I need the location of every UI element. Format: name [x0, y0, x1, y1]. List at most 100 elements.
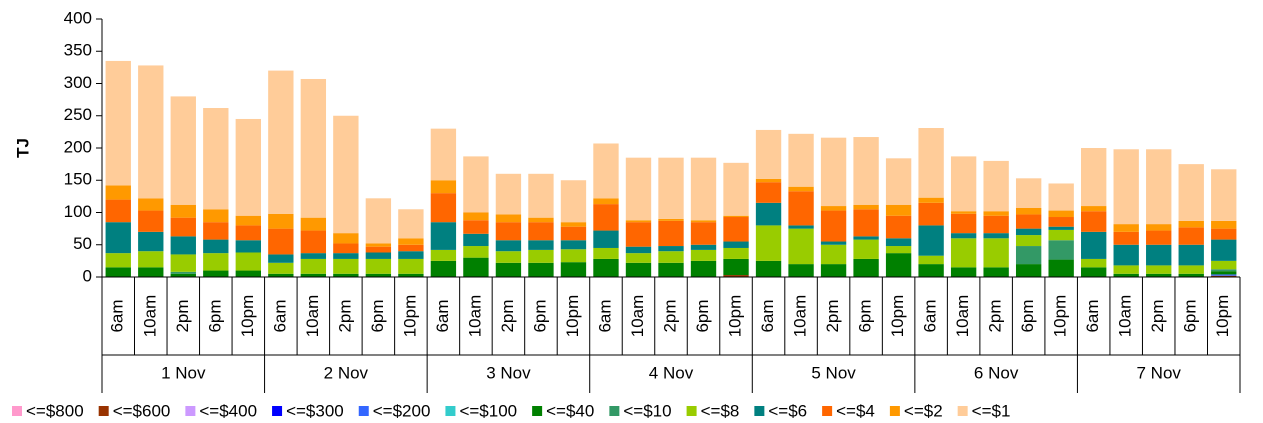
bar-segment [138, 198, 164, 211]
y-tick-label: 350 [64, 41, 92, 60]
bar-segment [365, 273, 392, 277]
group-label: 3 Nov [486, 363, 531, 382]
bar-segment [1081, 258, 1107, 268]
bar-segment [203, 239, 229, 254]
x-tick-label: 2pm [660, 299, 679, 332]
bar-segment [398, 273, 424, 277]
bar-segment [463, 212, 489, 221]
bar-segment [690, 157, 717, 221]
bar-segment [1015, 178, 1042, 208]
bar-segment [1146, 273, 1172, 277]
bar-segment [268, 228, 294, 255]
bar-segment [1178, 164, 1204, 221]
bar-segment [300, 78, 327, 218]
bar-segment [1178, 244, 1204, 266]
bar-segment [918, 197, 944, 203]
legend-label: <=$4 [836, 401, 875, 420]
bar-segment [1048, 217, 1074, 227]
bar-segment [625, 220, 652, 223]
bar-segment [203, 209, 229, 223]
bar-segment [463, 257, 489, 277]
bar-segment [430, 260, 457, 277]
legend-label: <=$600 [113, 401, 171, 420]
bar-segment [918, 264, 944, 277]
x-tick-label: 10pm [563, 295, 582, 338]
bar-segment [528, 217, 554, 223]
bar-segment [170, 204, 196, 218]
bar-segment [755, 225, 782, 261]
bar-segment [1048, 259, 1074, 277]
bar-segment [105, 222, 131, 254]
bar-segment [593, 247, 619, 259]
bar-segment [918, 128, 944, 198]
x-tick-label: 6pm [205, 299, 224, 332]
bar-segment [138, 210, 164, 232]
bar-segment [268, 254, 294, 263]
bar-segment [723, 275, 749, 277]
bar-segment [463, 246, 489, 258]
bar-segment [593, 258, 619, 277]
bar-segment [950, 267, 977, 277]
bar-segment [560, 226, 587, 241]
bar-segment [235, 225, 261, 241]
x-tick-label: 6am [270, 299, 289, 332]
x-tick-label: 10pm [726, 295, 745, 338]
x-tick-label: 2pm [498, 299, 517, 332]
x-tick-label: 2pm [986, 299, 1005, 332]
x-tick-label: 10am [140, 295, 159, 338]
bar-segment [1015, 207, 1042, 215]
bar-segment [918, 202, 944, 226]
bar-segment [430, 193, 457, 223]
bar-segment [690, 249, 717, 261]
bar-segment [1211, 220, 1237, 229]
bar-segment [495, 173, 522, 215]
group-label: 4 Nov [649, 363, 694, 382]
bar-segment [658, 262, 684, 277]
bar-segment [723, 247, 749, 259]
bar-segment [105, 267, 131, 277]
bar-segment [138, 231, 164, 252]
legend-label: <=$400 [199, 401, 257, 420]
bar-segment [1211, 260, 1237, 270]
legend-swatch [445, 406, 456, 416]
bar-segment [918, 225, 944, 256]
legend-swatch [98, 406, 109, 416]
bar-segment [1015, 235, 1042, 247]
bar-segment [398, 258, 424, 274]
y-tick-label: 50 [73, 234, 92, 253]
x-tick-label: 2pm [335, 299, 354, 332]
bar-segment [625, 262, 652, 277]
x-tick-label: 6am [108, 299, 127, 332]
bar-segment [235, 118, 261, 216]
bar-segment [1113, 273, 1139, 277]
bar-segment [950, 238, 977, 268]
bar-segment [170, 217, 196, 237]
bar-segment [788, 225, 814, 229]
bar-segment [333, 243, 359, 254]
bar-segment [755, 182, 782, 203]
bar-segment [755, 129, 782, 179]
legend-swatch [12, 406, 22, 416]
bar-segment [398, 251, 424, 259]
bar-segment [1178, 265, 1204, 274]
bar-segment [1178, 227, 1204, 245]
bar-segment [300, 273, 327, 277]
x-tick-label: 10pm [1051, 295, 1070, 338]
bar-segment [268, 70, 294, 214]
legend-label: <=$1 [972, 401, 1011, 420]
bar-segment [1211, 275, 1237, 277]
bar-segment [1113, 149, 1139, 225]
bar-segment [398, 238, 424, 245]
bar-segment [398, 209, 424, 239]
bar-segment [1146, 230, 1172, 245]
bar-segment [105, 199, 131, 223]
x-tick-label: 2pm [823, 299, 842, 332]
group-label: 7 Nov [1137, 363, 1182, 382]
bar-segment [235, 215, 261, 226]
bar-segment [1015, 246, 1042, 265]
bar-segment [983, 267, 1009, 277]
bar-segment [203, 270, 229, 277]
x-tick-label: 10pm [400, 295, 419, 338]
legend-label: <=$6 [768, 401, 807, 420]
legend-label: <=$300 [286, 401, 344, 420]
